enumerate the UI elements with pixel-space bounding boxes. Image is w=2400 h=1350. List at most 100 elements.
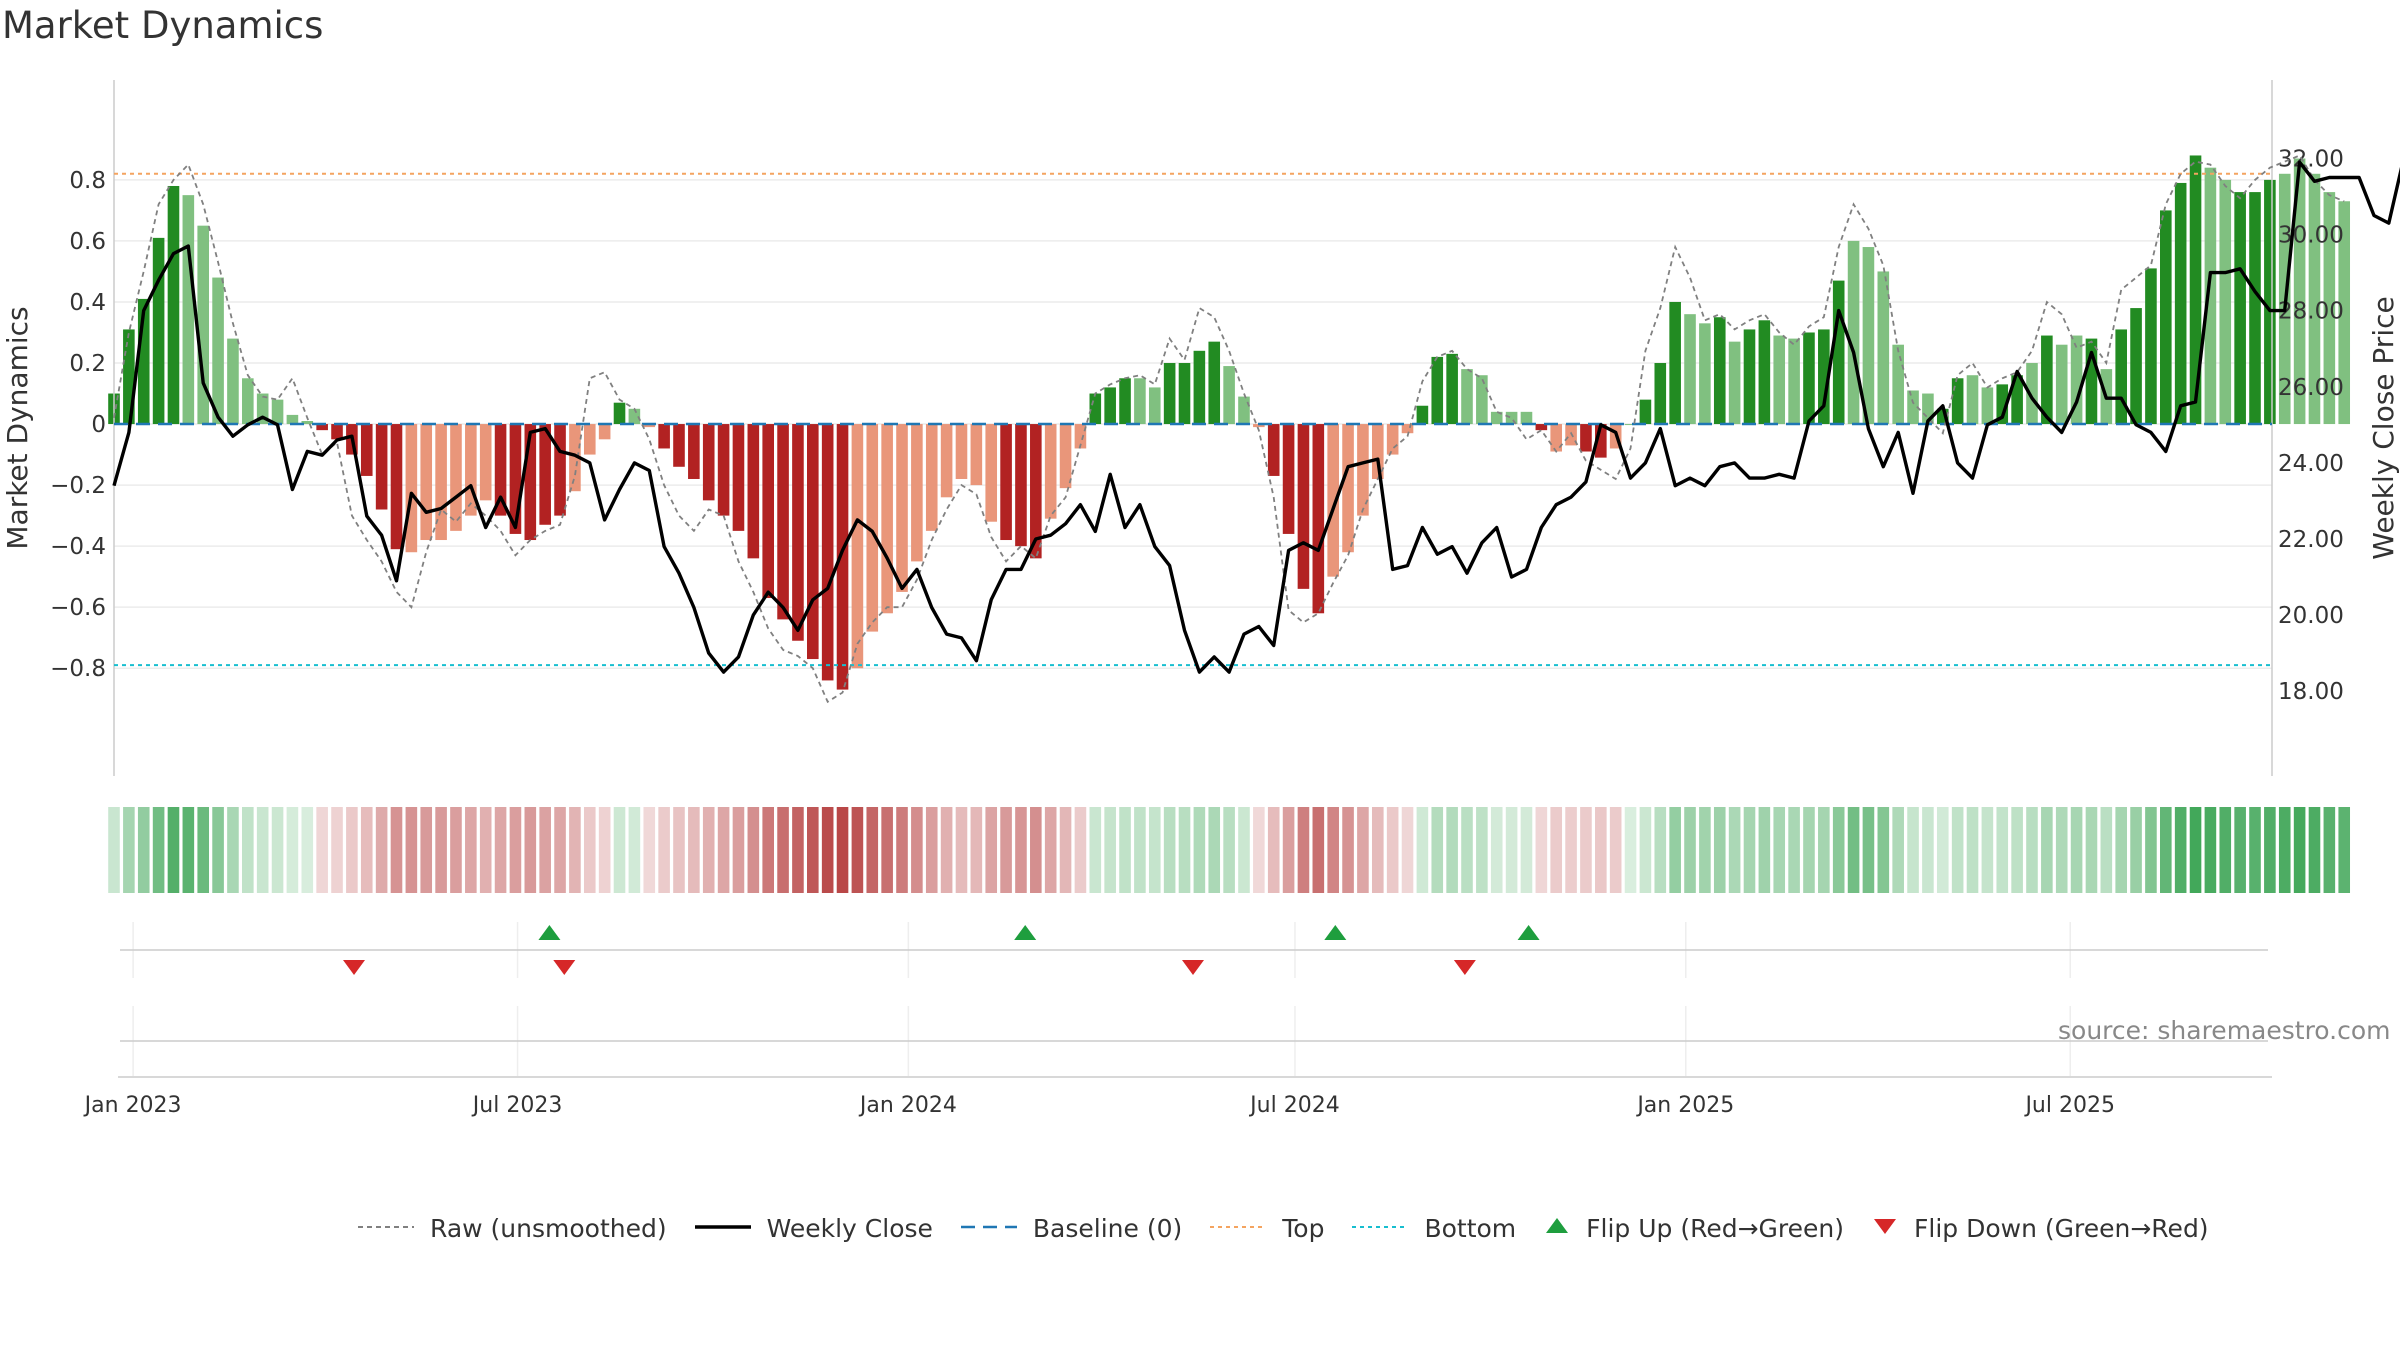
flip-down-marker (343, 960, 366, 975)
legend-key-dotted-gray (356, 1214, 416, 1243)
regime-strip-cell (583, 807, 596, 893)
regime-strip-cell (1862, 807, 1875, 893)
market-dynamics-bar (301, 421, 314, 425)
regime-strip-cell (1089, 807, 1102, 893)
market-dynamics-bar (1936, 408, 1949, 425)
market-dynamics-bar (1743, 329, 1756, 425)
market-dynamics-bar (123, 329, 135, 425)
regime-strip-cell (1044, 807, 1057, 893)
market-dynamics-bar (1490, 411, 1503, 425)
market-dynamics-bar (405, 424, 418, 553)
market-dynamics-bar (1178, 363, 1191, 425)
regime-strip-cell (1535, 807, 1548, 893)
regime-strip-cell (227, 807, 239, 893)
regime-strip-cell (1654, 807, 1667, 893)
regime-strip-cell (2323, 807, 2336, 893)
regime-strip-cell (1030, 807, 1042, 893)
regime-strip-cell (1505, 807, 1518, 893)
market-dynamics-bar (1015, 424, 1027, 547)
market-dynamics-bar (1847, 240, 1860, 425)
market-dynamics-bar (360, 424, 373, 476)
market-dynamics-bar (2085, 338, 2098, 425)
regime-strip-cell (167, 807, 180, 893)
legend-label: Baseline (0) (1032, 1213, 1183, 1243)
y-tick-label: −0.6 (50, 595, 106, 621)
regime-strip-cell (316, 807, 328, 893)
market-dynamics-bar (1788, 338, 1800, 425)
regime-strip-cell (643, 807, 656, 893)
market-dynamics-bar (1104, 387, 1116, 425)
market-dynamics-bar (1520, 411, 1533, 425)
market-dynamics-bar (2308, 173, 2321, 425)
market-dynamics-bar (331, 424, 343, 440)
market-dynamics-bar (717, 424, 730, 516)
market-dynamics-bar (286, 414, 299, 425)
regime-strip-cell (1520, 807, 1533, 893)
regime-strip-cell (658, 807, 670, 893)
market-dynamics-bar (851, 424, 864, 669)
market-dynamics-bar (1505, 411, 1518, 425)
regime-strip-cell (1446, 807, 1458, 893)
regime-strip-cell (539, 807, 551, 893)
market-dynamics-bar (955, 424, 968, 479)
regime-strip-cell (1743, 807, 1756, 893)
market-dynamics-bar (167, 185, 180, 425)
regime-strip-cell (1312, 807, 1325, 893)
market-dynamics-bar (2204, 167, 2217, 425)
market-dynamics-bar (2234, 192, 2246, 425)
market-dynamics-bar (866, 424, 879, 632)
regime-strip-cell (1267, 807, 1280, 893)
flip-up-marker (1014, 925, 1037, 940)
regime-strip-cell (1208, 807, 1221, 893)
market-dynamics-bar (316, 424, 328, 431)
regime-strip-cell (1981, 807, 1994, 893)
market-dynamics-bar (1877, 271, 1890, 425)
market-dynamics-bar (688, 424, 700, 479)
market-dynamics-bar (1044, 424, 1057, 519)
market-dynamics-bar (1401, 424, 1414, 434)
regime-strip-cell (2115, 807, 2127, 893)
regime-strip-cell (2219, 807, 2232, 893)
legend-key-triangle-up-green (1542, 1214, 1572, 1243)
market-dynamics-bar (1059, 424, 1072, 489)
market-dynamics-bar (1386, 424, 1399, 455)
legend-label: Flip Down (Green→Red) (1914, 1213, 2209, 1243)
market-dynamics-bar (2115, 329, 2127, 425)
regime-strip-cell (1401, 807, 1414, 893)
market-dynamics-bar (985, 424, 998, 522)
regime-strip-cell (137, 807, 150, 893)
regime-strip-cell (1119, 807, 1131, 893)
regime-strip-cell (821, 807, 834, 893)
market-dynamics-bar (1342, 424, 1354, 553)
market-dynamics-bar (1148, 387, 1161, 425)
regime-strip-cell (271, 807, 284, 893)
regime-strip-cell (494, 807, 507, 893)
regime-strip-cell (836, 807, 849, 893)
legend-label: Weekly Close (766, 1213, 933, 1243)
market-dynamics-bar (598, 424, 611, 440)
regime-strip-cell (2204, 807, 2217, 893)
legend-label: Flip Up (Red→Green) (1586, 1213, 1845, 1243)
regime-strip-cell (2100, 807, 2113, 893)
market-dynamics-bar (465, 424, 477, 516)
regime-strip-cell (732, 807, 745, 893)
market-dynamics-bar (1446, 353, 1458, 425)
regime-strip-cell (613, 807, 626, 893)
market-dynamics-bar (673, 424, 685, 467)
regime-strip-cell (1966, 807, 1979, 893)
regime-strip-cell (182, 807, 195, 893)
regime-strip-cell (1297, 807, 1310, 893)
market-dynamics-bar (1892, 344, 1904, 425)
market-dynamics-bar (911, 424, 923, 562)
regime-strip-cell (2278, 807, 2291, 893)
market-dynamics-bar (807, 424, 819, 660)
flip-up-marker (538, 925, 561, 940)
regime-strip-cell (673, 807, 685, 893)
regime-strip-cell (1223, 807, 1235, 893)
y-tick-label: 0.6 (69, 229, 106, 255)
regime-strip-cell (2174, 807, 2187, 893)
x-tick-label: Jul 2025 (2023, 1093, 2115, 1118)
y2-tick-label: 18.00 (2278, 679, 2344, 705)
market-dynamics-bar (792, 424, 804, 641)
market-dynamics-bar (1580, 424, 1592, 452)
